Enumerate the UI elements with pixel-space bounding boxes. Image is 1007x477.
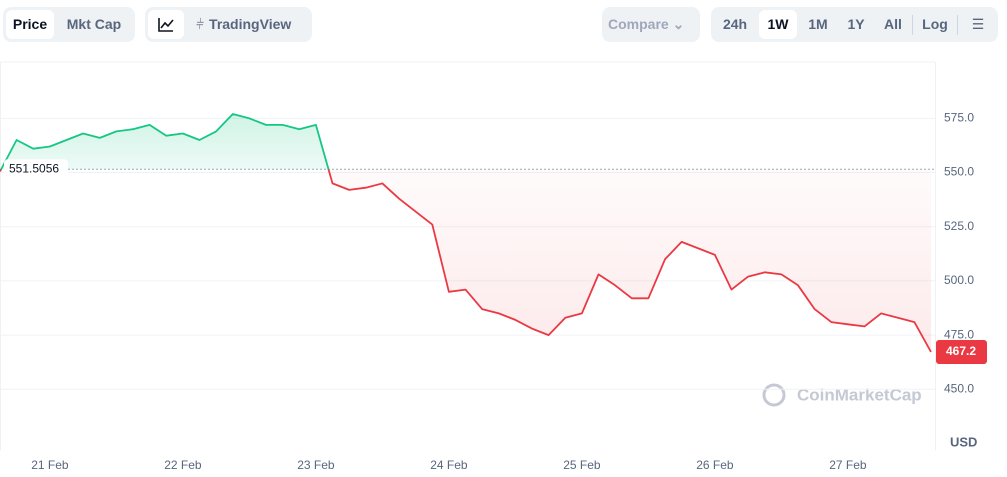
compare-label: Compare [608, 16, 669, 32]
last-price-bg [936, 340, 987, 365]
x-tick-label: 22 Feb [164, 458, 202, 472]
x-tick-label: 26 Feb [696, 458, 734, 472]
watermark-logo [762, 383, 786, 407]
candle-icon: ⫩ [196, 16, 205, 32]
tab-mktcap[interactable]: Mkt Cap [66, 16, 122, 32]
range-1y[interactable]: 1Y [847, 16, 865, 32]
range-all[interactable]: All [884, 16, 902, 32]
range-24h[interactable]: 24h [722, 16, 748, 32]
y-tick-label: 475.0 [944, 327, 974, 341]
y-tick-label: 525.0 [944, 219, 974, 233]
watermark: CoinMarketCap [797, 385, 922, 404]
x-tick-label: 25 Feb [563, 458, 601, 472]
x-tick-label: 24 Feb [430, 458, 468, 472]
baseline-label: 551.5056 [9, 161, 59, 175]
line-chart-button[interactable] [148, 10, 184, 39]
x-tick-label: 21 Feb [31, 458, 69, 472]
baseline-label-bg [4, 159, 68, 180]
divider [957, 15, 958, 35]
tradingview-button[interactable]: ⫩ TradingView [196, 10, 306, 39]
compare-button[interactable]: Compare ⌄ [608, 10, 696, 39]
range-1m[interactable]: 1M [808, 16, 828, 32]
y-tick-label: 500.0 [944, 273, 974, 287]
currency-label: USD [950, 434, 977, 449]
range-group [711, 7, 998, 42]
chevron: ⌄ [672, 16, 685, 32]
last-price-label: 467.2 [946, 344, 976, 358]
y-tick-label: 575.0 [944, 111, 974, 125]
divider [912, 15, 913, 35]
tab-price[interactable]: Price [6, 10, 54, 39]
x-tick-label: 27 Feb [829, 458, 867, 472]
compare-group [602, 7, 700, 42]
settings-button[interactable]: ☰ [971, 16, 985, 32]
range-1w[interactable]: 1W [759, 10, 797, 39]
line-icon [158, 18, 174, 32]
y-tick-label: 550.0 [944, 165, 974, 179]
price-line [0, 113, 932, 353]
tradingview-label: TradingView [209, 16, 292, 32]
area [0, 114, 931, 352]
x-tick-label: 23 Feb [297, 458, 335, 472]
log-button[interactable]: Log [922, 16, 948, 32]
y-tick-label: 450.0 [944, 381, 974, 395]
